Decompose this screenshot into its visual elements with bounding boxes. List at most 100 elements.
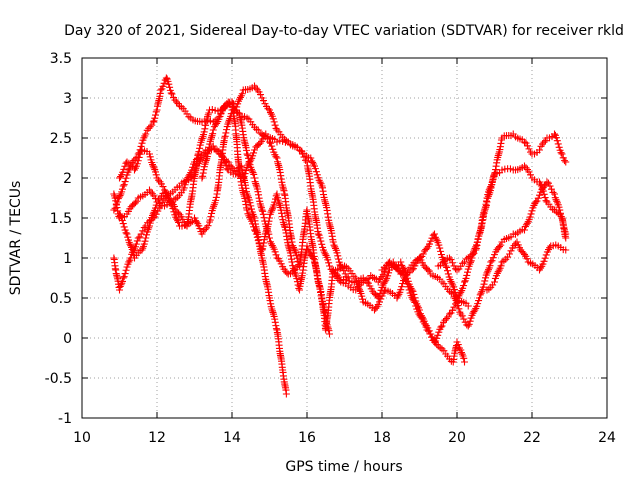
data-point-interp [252,84,260,92]
data-point-interp [205,143,213,151]
data-point-interp [272,153,280,161]
data-point-interp [169,205,177,213]
data-point-interp [120,223,128,231]
data-point [303,242,311,250]
data-point-interp [136,150,144,158]
data-point-interp [432,235,440,243]
data-point-interp [474,238,482,246]
data-point-interp [540,190,548,198]
data-point-interp [126,240,134,248]
data-point-interp [356,286,363,294]
data-point-interp [200,128,208,136]
y-tick-label: -1 [58,411,72,427]
data-point-interp [146,153,154,161]
data-point [251,226,258,234]
data-point-interp [197,156,205,164]
data-point [282,390,290,398]
series-track-9 [378,258,468,366]
data-point-interp [382,265,390,273]
data-point-interp [455,305,463,313]
data-point [224,158,232,166]
data-point-interp [155,176,162,184]
data-point-interp [257,91,264,99]
data-point-interp [122,266,130,274]
data-point-interp [447,278,455,286]
data-point-interp [318,240,326,248]
data-point [419,250,427,258]
data-point-interp [191,168,198,176]
data-point-interp [471,306,479,314]
x-tick-label: 18 [373,430,391,446]
data-point-interp [204,111,212,119]
data-point-interp [437,323,445,331]
data-point-interp [481,277,489,285]
data-point-interp [149,161,156,169]
data-point-interp [465,320,473,328]
axis-ticks: 10 12 14 16 18 20 22 24 -1 -0.5 0 0.5 1 1.5 2 2.5 3 3.5 [45,51,616,446]
data-point-interp [133,237,141,245]
data-point-interp [255,191,263,199]
data-point-interp [411,299,419,307]
x-tick-label: 24 [598,430,616,446]
data-point-interp [523,255,531,263]
data-point-interp [146,219,154,227]
data-point-interp [200,227,207,235]
data-point-interp [121,162,129,170]
data-point [198,174,206,182]
data-point-interp [278,213,286,221]
data-point [483,198,491,206]
data-point-interp [481,205,489,213]
data-point-interp [536,191,543,199]
data-point-interp [238,90,246,98]
data-point-interp [263,226,271,234]
data-point-interp [253,233,261,241]
data-point-interp [145,124,153,132]
data-point-interp [269,145,277,153]
data-point [243,150,251,158]
data-point-interp [443,315,450,323]
data-point-interp [534,194,542,202]
data-point-interp [155,196,162,204]
data-point-interp [554,140,562,148]
data-point-interp [480,280,488,288]
data-point-interp [540,138,548,146]
data-point [307,154,315,162]
data-point-interp [418,315,426,323]
data-point-interp [477,289,485,297]
data-point-interp [205,147,213,155]
data-point-interp [317,237,325,245]
data-point [446,310,453,318]
data-point-interp [114,195,122,203]
data-point-interp [316,178,324,186]
data-point-interp [478,219,486,227]
data-point-interp [244,151,252,159]
data-point-interp [484,267,492,275]
data-point-interp [207,213,215,221]
data-point-interp [458,312,466,320]
data-point-interp [159,82,167,90]
data-point [352,274,360,282]
data-point [427,330,435,338]
data-point-interp [259,210,267,218]
data-point-interp [133,160,141,168]
data-point [110,190,118,198]
data-point [123,230,131,238]
data-point [389,258,397,266]
data-point [461,278,468,286]
data-point-interp [428,333,436,341]
data-point-interp [268,142,276,150]
data-point-interp [484,192,492,200]
data-point-interp [137,230,145,238]
data-point-interp [248,167,256,175]
data-point-interp [192,165,200,173]
data-point [116,286,123,294]
data-point-interp [131,199,139,207]
data-point-interp [559,217,567,225]
data-point-interp [219,103,227,111]
data-point-interp [252,181,260,189]
series-track-4 [110,142,290,398]
data-point-interp [199,172,207,180]
data-point [442,262,450,270]
data-point-interp [333,249,341,257]
data-point-interp [552,196,560,204]
